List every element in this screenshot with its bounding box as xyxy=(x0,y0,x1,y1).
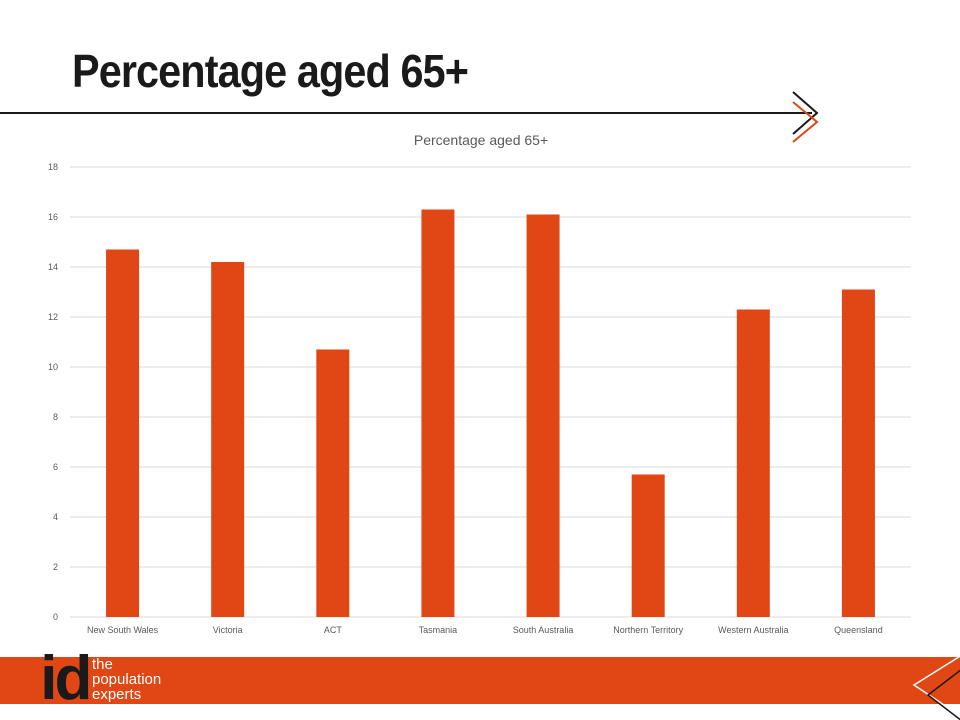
y-tick-label: 8 xyxy=(53,412,58,422)
chart-title: Percentage aged 65+ xyxy=(414,132,548,148)
x-tick-label: South Australia xyxy=(513,625,574,635)
y-axis-tick-labels: 0 2 4 6 8 10 12 14 16 18 xyxy=(48,162,58,622)
chart-gridlines xyxy=(70,166,911,618)
y-tick-label: 0 xyxy=(53,612,58,622)
x-tick-label: Tasmania xyxy=(419,625,458,635)
x-tick-label: ACT xyxy=(324,625,343,635)
y-tick-label: 14 xyxy=(48,262,58,272)
y-tick-label: 12 xyxy=(48,312,58,322)
x-tick-label: Queensland xyxy=(834,625,883,635)
tagline-line-1: the xyxy=(92,656,113,673)
x-tick-label: Western Australia xyxy=(718,625,788,635)
y-tick-label: 2 xyxy=(53,562,58,572)
footer-band xyxy=(0,657,960,704)
bar xyxy=(526,214,560,617)
logo-text: id xyxy=(40,644,92,713)
tagline: the population experts xyxy=(92,657,161,702)
slide-title: Percentage aged 65+ xyxy=(72,45,469,97)
y-tick-label: 6 xyxy=(53,462,58,472)
bar xyxy=(841,289,875,617)
x-tick-label: Victoria xyxy=(213,625,243,635)
y-tick-label: 10 xyxy=(48,362,58,372)
bar xyxy=(106,249,140,617)
footer-chevron-icon xyxy=(912,655,960,720)
bar-chart: Percentage aged 65+ 0 2 4 6 8 10 12 14 16 18 New … xyxy=(48,132,911,635)
y-tick-label: 16 xyxy=(48,212,58,222)
x-axis-tick-labels: New South Wales Victoria ACT Tasmania South … xyxy=(87,625,883,635)
x-tick-label: New South Wales xyxy=(87,625,159,635)
bar xyxy=(316,349,350,617)
y-tick-label: 4 xyxy=(53,512,58,522)
logo: .id xyxy=(26,648,92,710)
bar xyxy=(211,262,245,617)
title-arrow-rule xyxy=(0,91,819,143)
bar xyxy=(736,309,770,617)
tagline-line-2: population xyxy=(92,671,162,688)
tagline-line-3: experts xyxy=(92,686,142,703)
bar xyxy=(631,474,665,617)
logo-dot: . xyxy=(26,644,43,713)
y-tick-label: 18 xyxy=(48,162,58,172)
chart-bars xyxy=(106,209,875,617)
x-tick-label: Northern Territory xyxy=(613,625,683,635)
bar xyxy=(421,209,455,617)
